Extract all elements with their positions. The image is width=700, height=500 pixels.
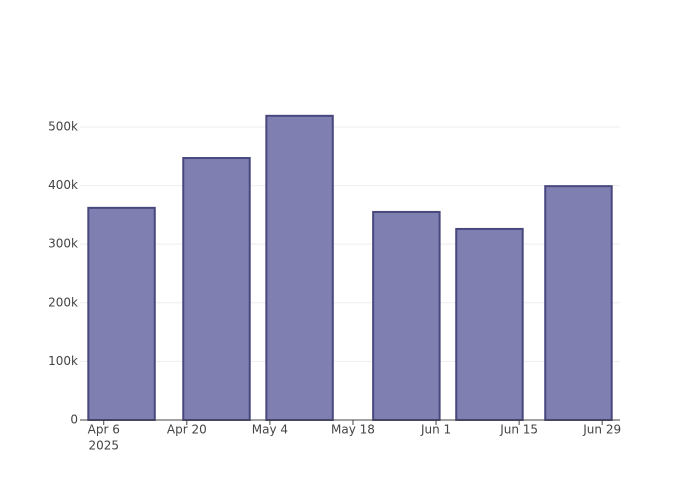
- bar: [544, 185, 613, 421]
- x-tick-label: May 4: [252, 423, 288, 437]
- bar: [87, 206, 156, 421]
- x-tick-label: Jun 1: [420, 423, 451, 437]
- y-tick-label: 400k: [48, 178, 78, 192]
- x-tick-sublabel: 2025: [88, 439, 119, 453]
- bar: [182, 157, 251, 421]
- y-tick-label: 0: [70, 413, 78, 427]
- bar: [265, 114, 334, 421]
- x-tick-label: Jun 15: [499, 423, 538, 437]
- x-tick-label: Jun 29: [582, 423, 621, 437]
- bar: [455, 227, 524, 421]
- y-tick-label: 200k: [48, 295, 78, 309]
- x-tick-label: May 18: [331, 423, 375, 437]
- y-tick-label: 300k: [48, 237, 78, 251]
- x-tick-label: Apr 6: [88, 423, 120, 437]
- y-tick-label: 500k: [48, 119, 78, 133]
- y-tick-label: 100k: [48, 354, 78, 368]
- bar: [372, 210, 441, 421]
- x-tick-label: Apr 20: [167, 423, 207, 437]
